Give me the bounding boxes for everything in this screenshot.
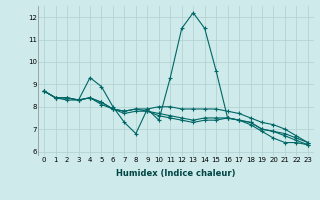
X-axis label: Humidex (Indice chaleur): Humidex (Indice chaleur) [116, 169, 236, 178]
